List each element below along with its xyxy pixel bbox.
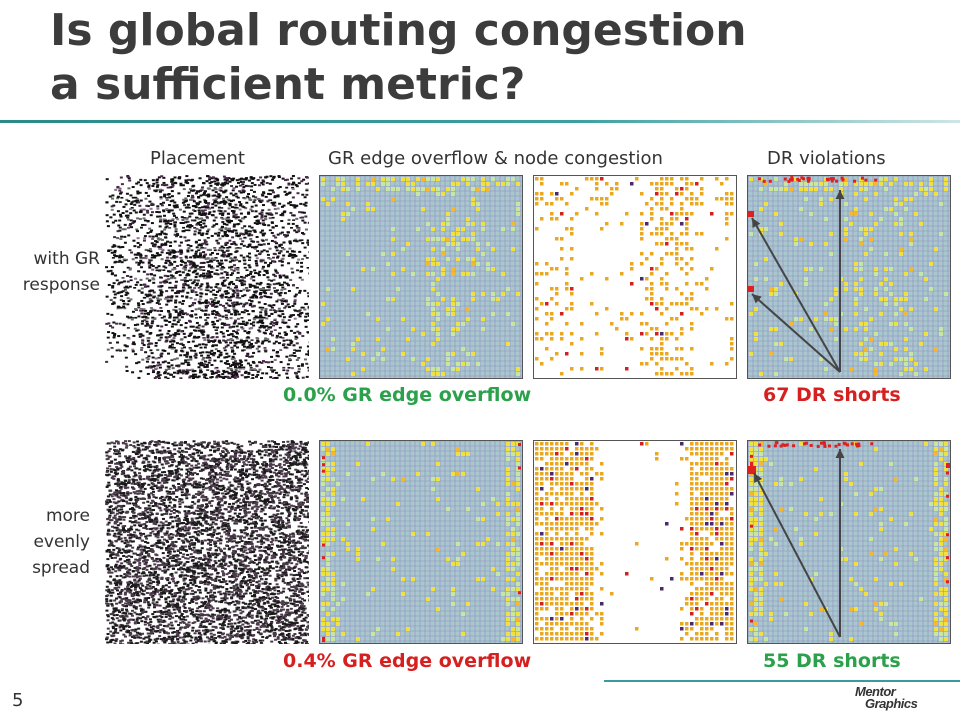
title-line-1: Is global routing congestion	[50, 5, 747, 56]
row-label-more-evenly-spread: more evenly spread	[32, 503, 90, 581]
row-2-label-line-2: evenly	[33, 532, 90, 552]
gr-edge-overflow-map-row-2	[319, 440, 523, 644]
row-2-label-line-3: spread	[32, 558, 90, 578]
gr-edge-overflow-map-row-1	[319, 175, 523, 379]
dr-shorts-stat-row-2: 55 DR shorts	[763, 650, 901, 672]
column-label-gr-overflow: GR edge overflow & node congestion	[328, 148, 663, 169]
gr-overflow-stat-row-1: 0.0% GR edge overflow	[283, 384, 532, 406]
row-1-label-line-2: response	[22, 275, 100, 295]
placement-map-row-2	[105, 440, 309, 644]
node-congestion-map-row-1	[533, 175, 737, 379]
page-number: 5	[12, 690, 24, 711]
logo-line-2: Graphics	[865, 696, 918, 711]
gr-overflow-stat-row-2: 0.4% GR edge overflow	[283, 650, 532, 672]
row-label-with-gr-response: with GR response	[23, 246, 100, 298]
title-divider	[0, 120, 960, 123]
logo-line-1: Mentor	[855, 684, 896, 699]
mentor-graphics-logo: Mentor Graphics	[855, 684, 935, 714]
dr-violations-map-row-1	[747, 175, 951, 379]
node-congestion-map-row-2	[533, 440, 737, 644]
placement-map-row-1	[105, 175, 309, 379]
row-1-label-line-1: with GR	[33, 249, 100, 269]
title-line-2: a sufficient metric?	[50, 59, 526, 110]
column-label-placement: Placement	[150, 148, 245, 169]
row-2-label-line-1: more	[45, 506, 90, 526]
slide-title: Is global routing congestion a sufficien…	[50, 4, 930, 112]
column-label-dr-violations: DR violations	[767, 148, 886, 169]
dr-shorts-stat-row-1: 67 DR shorts	[763, 384, 901, 406]
footer-divider	[604, 680, 960, 682]
dr-violations-map-row-2	[747, 440, 951, 644]
